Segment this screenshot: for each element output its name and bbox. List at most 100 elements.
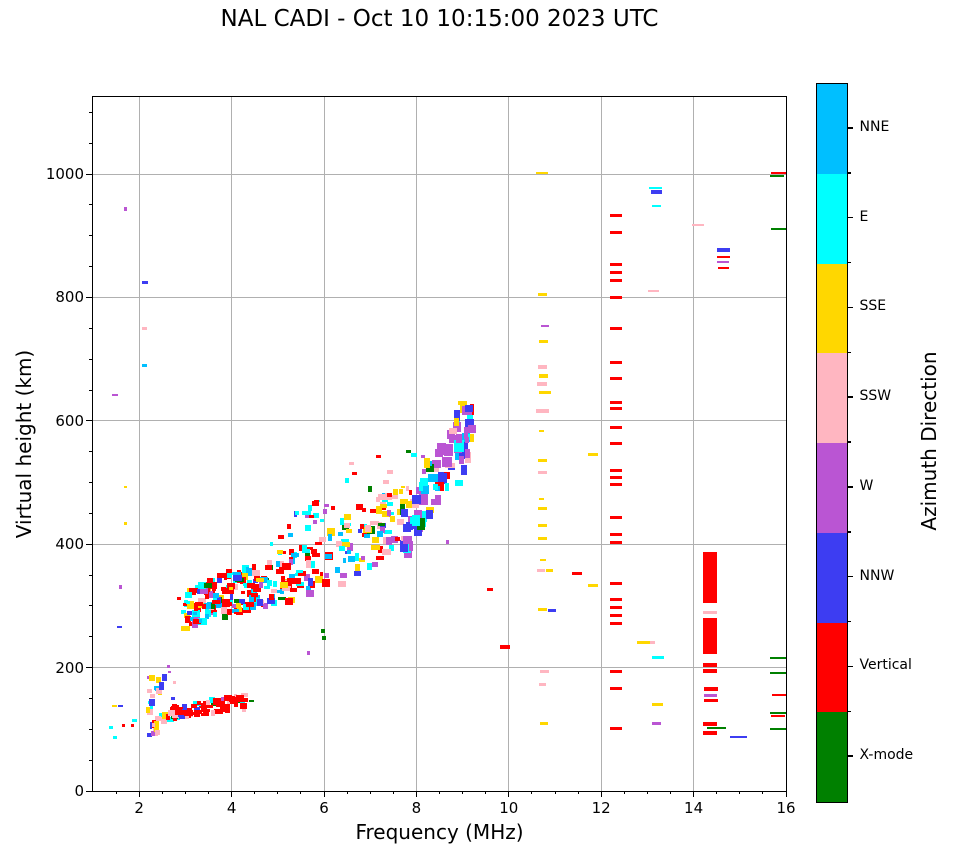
data-point [193,619,201,624]
data-point [487,588,493,591]
data-point [538,365,547,369]
data-point [704,694,717,697]
data-point [172,705,179,709]
data-point [189,622,192,626]
data-point [610,614,622,617]
data-point [395,537,400,541]
data-point [276,569,284,574]
x-minor-tick [762,791,764,794]
data-point [236,695,244,699]
data-point [193,612,197,615]
data-point [194,606,198,611]
data-point [348,556,355,562]
data-point [222,612,228,620]
data-point [230,594,233,600]
data-point [610,541,622,544]
data-point [380,504,387,508]
x-tick-label: 16 [776,799,796,817]
data-point [192,621,198,628]
data-point [707,727,726,729]
data-point [222,705,228,707]
y-gridline [93,543,786,545]
x-minor-tick [577,791,579,794]
data-point [179,707,185,713]
data-point [241,693,248,697]
x-minor-tick [439,791,440,794]
data-point [306,590,314,597]
data-point [276,561,280,567]
x-minor-tick [346,791,348,794]
data-point [703,611,717,614]
data-point [399,489,403,494]
data-point [124,522,127,525]
data-point [438,472,444,482]
x-minor-tick [462,791,464,794]
data-point [340,518,344,525]
data-point [183,716,189,719]
data-point [242,565,249,573]
data-point [331,506,335,510]
x-minor-tick [277,791,279,794]
data-point [171,697,175,700]
colorbar-tick [847,575,853,578]
colorbar-boundary-tick [847,441,851,443]
data-point [454,418,459,426]
data-point [117,626,122,628]
x-gridline [693,97,695,791]
data-point [610,483,622,486]
data-point [313,513,319,518]
colorbar-tick-label: E [859,208,869,225]
x-minor-tick [300,791,302,794]
data-point [717,256,730,258]
data-point [190,617,194,621]
x-minor-tick [369,791,371,794]
x-gridline [508,97,510,791]
data-point [454,410,460,421]
x-tick-label: 12 [591,799,611,817]
data-point [717,261,729,263]
data-point [652,205,661,207]
data-point [406,450,411,453]
data-point [167,717,174,722]
data-point [177,717,180,720]
data-point [650,641,655,644]
data-point [538,608,547,611]
data-point [259,582,263,588]
data-point [202,709,210,712]
data-point [185,616,191,623]
data-point [372,562,378,567]
data-point [539,683,546,686]
colorbar-tick [847,127,853,129]
data-point [537,569,545,572]
data-point [193,704,197,708]
data-point [281,576,285,583]
data-point [233,609,239,612]
colorbar-tick [847,755,853,757]
data-point [305,525,311,531]
data-point [227,700,230,705]
data-point [287,578,294,582]
x-minor-tick [646,791,648,794]
data-point [222,599,230,607]
data-point [411,453,417,457]
x-tick-label: 2 [134,799,144,817]
data-point [386,537,392,545]
data-point [168,710,175,716]
data-point [548,609,556,612]
data-point [249,700,254,702]
data-point [364,534,370,538]
data-point [124,486,127,488]
data-point [228,590,234,594]
data-point [610,598,622,601]
data-point [770,728,786,730]
data-point [234,599,240,603]
data-point [387,510,391,516]
data-point [131,724,134,727]
y-tick-label: 600 [55,411,84,430]
data-point [610,279,622,282]
data-point [540,559,546,561]
data-point [247,580,252,584]
data-point [279,561,284,567]
x-minor-tick [485,791,487,794]
y-axis-label: Virtual height (km) [12,349,36,539]
